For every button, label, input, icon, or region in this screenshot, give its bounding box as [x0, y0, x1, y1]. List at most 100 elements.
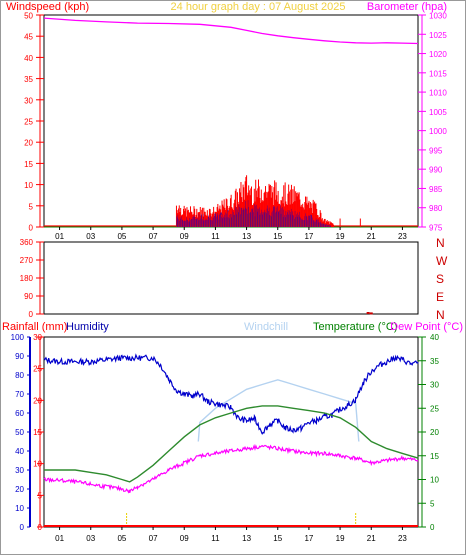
temperature-tick-label: 15: [430, 452, 439, 461]
windchill-line: [197, 379, 360, 442]
rainfall-title: Rainfall (mm): [2, 321, 67, 333]
humidity-title: Humidity: [66, 321, 109, 333]
wind-panel-frame: [43, 14, 419, 228]
direction-point: [366, 312, 370, 314]
wind-tick-label: 15: [24, 160, 33, 169]
temperature-tick-label: 20: [430, 428, 439, 437]
rainfall-tick-label: 10: [33, 460, 42, 469]
wind-x-tick-label: 05: [117, 232, 126, 241]
wind-x-tick-label: 03: [86, 232, 95, 241]
barometer-title: Barometer (hpa): [367, 1, 447, 13]
temp-x-tick-label: 13: [242, 534, 251, 543]
direction-tick-label: 180: [20, 274, 34, 283]
rainfall-tick-label: 0: [38, 523, 43, 532]
humidity-axis: 0 10 20 30 40 50 60 70 80 90 100: [11, 333, 31, 532]
humidity-tick-label: 20: [15, 485, 24, 494]
temp-x-tick-label: 21: [367, 534, 376, 543]
temperature-tick-label: 25: [430, 404, 439, 413]
wind-x-tick-label: 21: [367, 232, 376, 241]
direction-tick-label: 90: [24, 292, 33, 301]
wind-tick-label: 45: [24, 33, 33, 42]
temperature-line: [44, 405, 419, 483]
humidity-tick-label: 60: [15, 409, 24, 418]
barometer-tick-label: 1015: [429, 69, 447, 78]
rainfall-tick-label: 15: [33, 428, 42, 437]
wind-tick-label: 20: [24, 139, 33, 148]
temperature-tick-label: 10: [430, 476, 439, 485]
wind-data: [43, 17, 419, 228]
barometer-tick-label: 1000: [429, 127, 447, 136]
wind-tick-label: 10: [24, 181, 33, 190]
barometer-tick-label: 1030: [429, 12, 447, 21]
wind-tick-label: 35: [24, 75, 33, 84]
barometer-tick-label: 1005: [429, 108, 447, 117]
temperature-tick-label: 40: [430, 333, 439, 342]
barometer-tick-label: 1010: [429, 89, 447, 98]
rainfall-axis: 0 5 10 15 20 25 30: [33, 333, 44, 532]
barometer-tick-label: 985: [429, 185, 443, 194]
windchill-title: Windchill: [244, 321, 288, 333]
wind-tick-label: 0: [29, 224, 34, 233]
rainfall-tick-label: 5: [38, 491, 43, 500]
direction-tick-label: 0: [29, 310, 34, 319]
temp-x-tick-label: 11: [211, 534, 220, 543]
wind-x-tick-label: 13: [242, 232, 251, 241]
direction-data: [366, 312, 373, 315]
wind-x-tick-label: 07: [149, 232, 158, 241]
graph-date-title: 24 hour graph day : 07 August 2025: [171, 1, 346, 13]
wind-tick-label: 50: [24, 12, 33, 21]
wind-x-tick-label: 23: [398, 232, 407, 241]
rainfall-tick-label: 20: [33, 396, 42, 405]
compass-label: N: [436, 308, 445, 322]
direction-tick-label: 270: [20, 256, 34, 265]
humidity-tick-label: 80: [15, 371, 24, 380]
wind-tick-label: 40: [24, 54, 33, 63]
temperature-tick-label: 5: [430, 499, 435, 508]
rainfall-tick-label: 30: [33, 333, 42, 342]
humidity-tick-label: 30: [15, 466, 24, 475]
temperature-tick-label: 35: [430, 357, 439, 366]
temp-data: [43, 353, 419, 527]
compass-label: W: [436, 254, 448, 268]
temp-x-tick-label: 17: [304, 534, 313, 543]
barometer-tick-label: 1020: [429, 50, 447, 59]
barometer-line: [43, 17, 419, 45]
humidity-line: [43, 353, 419, 435]
wind-x-tick-label: 09: [180, 232, 189, 241]
temp-panel-frame: [43, 336, 419, 528]
temp-x-tick-label: 19: [336, 534, 345, 543]
temp-x-axis: 01 03 05 07 09 11 13 15 17 19 21 23: [55, 527, 407, 543]
wind-x-tick-label: 19: [336, 232, 345, 241]
direction-tick-label: 360: [20, 238, 34, 247]
compass-label: E: [436, 290, 444, 304]
temp-x-tick-label: 05: [117, 534, 126, 543]
barometer-tick-label: 995: [429, 146, 443, 155]
wind-x-tick-label: 11: [211, 232, 220, 241]
wind-x-tick-label: 01: [55, 232, 64, 241]
rainfall-tick-label: 25: [33, 365, 42, 374]
barometer-axis: 975 980 985 990 995 1000 1005 1010 1015 1020 1025 1…: [418, 12, 447, 233]
wind-x-tick-label: 15: [273, 232, 282, 241]
wind-tick-label: 30: [24, 96, 33, 105]
temp-x-tick-label: 09: [180, 534, 189, 543]
humidity-tick-label: 100: [11, 333, 25, 342]
windspeed-title: Windspeed (kph): [6, 1, 89, 13]
wind-tick-label: 5: [29, 202, 34, 211]
temperature-title: Temperature (°C): [313, 321, 397, 333]
temp-x-tick-label: 23: [398, 534, 407, 543]
humidity-tick-label: 40: [15, 447, 24, 456]
humidity-tick-label: 70: [15, 390, 24, 399]
dewpoint-title: Dew Point (°C): [390, 321, 463, 333]
wind-tick-label: 25: [24, 118, 33, 127]
temp-x-tick-label: 01: [55, 534, 64, 543]
barometer-tick-label: 1025: [429, 31, 447, 40]
temperature-axis: 0 5 10 15 20 25 30 35 40: [418, 333, 439, 532]
humidity-tick-label: 10: [15, 504, 24, 513]
direction-panel-frame: [43, 241, 419, 315]
temp-x-tick-label: 03: [86, 534, 95, 543]
compass-label: S: [436, 272, 444, 286]
